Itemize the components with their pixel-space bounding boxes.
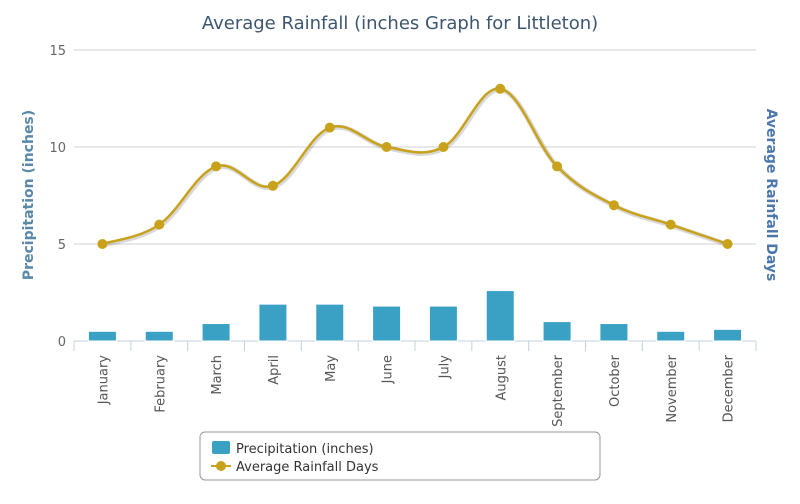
marker-may[interactable] (324, 122, 335, 133)
y-tick-label: 0 (58, 335, 66, 350)
bar-september[interactable] (542, 321, 572, 342)
bar-january[interactable] (87, 330, 117, 342)
y-axis-right-label: Average Rainfall Days (763, 109, 779, 282)
bar-june[interactable] (372, 305, 402, 342)
x-tick-label: December (722, 354, 737, 422)
chart-title: Average Rainfall (inches Graph for Littl… (202, 13, 598, 34)
x-tick-label: May (324, 355, 339, 382)
x-tick-label: June (381, 355, 396, 384)
x-tick-label: March (210, 355, 225, 395)
x-tick-label: February (153, 355, 168, 413)
marker-february[interactable] (154, 219, 165, 230)
marker-august[interactable] (495, 83, 506, 94)
bar-november[interactable] (656, 330, 686, 342)
x-tick-label: April (267, 355, 282, 385)
x-tick-label: September (551, 354, 566, 427)
legend-box (199, 431, 601, 481)
legend-label-precipitation[interactable]: Precipitation (inches) (236, 442, 374, 457)
bar-april[interactable] (258, 303, 288, 342)
y-axis-left-label: Precipitation (inches) (21, 110, 37, 280)
legend-swatch-rainfall-days-marker (216, 461, 226, 471)
marker-january[interactable] (97, 239, 108, 249)
x-tick-label: July (437, 355, 452, 380)
legend-label-rainfall-days[interactable]: Average Rainfall Days (236, 460, 379, 475)
marker-december[interactable] (722, 239, 733, 249)
x-tick-label: October (608, 354, 623, 407)
y-tick-label: 5 (58, 238, 66, 253)
line-shadow (102, 87, 730, 248)
marker-april[interactable] (267, 180, 278, 191)
marker-june[interactable] (381, 142, 392, 152)
x-tick-label: August (494, 355, 509, 401)
legend-swatch-precipitation[interactable] (212, 441, 230, 454)
bar-july[interactable] (428, 305, 458, 342)
marker-october[interactable] (608, 200, 619, 211)
marker-november[interactable] (665, 219, 676, 230)
legend: Precipitation (inches) Average Rainfall … (199, 431, 601, 481)
marker-july[interactable] (438, 142, 449, 152)
rainfall-days-line (102, 87, 728, 246)
marker-september[interactable] (552, 161, 563, 172)
bar-october[interactable] (599, 323, 629, 342)
x-tick-label: January (96, 355, 111, 406)
y-tick-label: 15 (49, 44, 66, 59)
marker-march[interactable] (211, 161, 222, 172)
y-tick-label: 10 (49, 141, 66, 156)
x-tick-label: November (665, 354, 680, 422)
bar-december[interactable] (713, 328, 743, 342)
bar-february[interactable] (144, 330, 174, 342)
bar-august[interactable] (485, 290, 515, 342)
bar-may[interactable] (315, 303, 345, 342)
bar-march[interactable] (201, 323, 231, 342)
